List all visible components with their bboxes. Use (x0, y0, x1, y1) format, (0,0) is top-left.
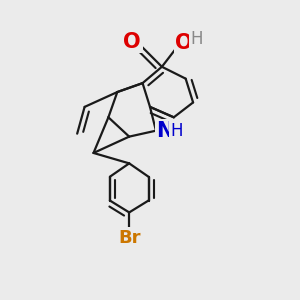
Text: O: O (176, 33, 193, 53)
Text: O: O (123, 32, 141, 52)
Text: H: H (170, 122, 182, 140)
Text: N: N (156, 121, 173, 141)
Text: Br: Br (118, 229, 140, 247)
Text: H: H (191, 30, 203, 48)
